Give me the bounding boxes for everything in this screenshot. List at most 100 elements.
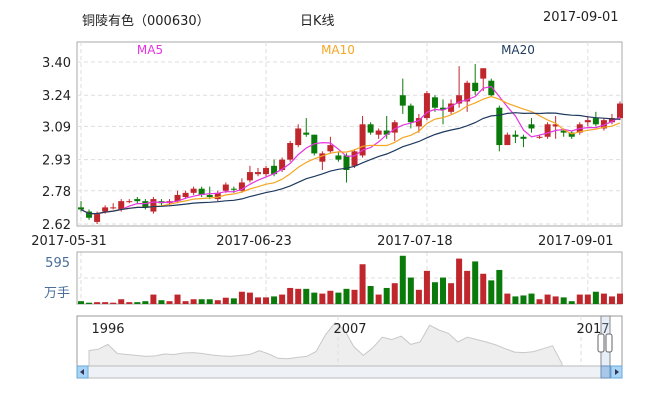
candle-body [512, 134, 519, 137]
y-tick-label: 3.24 [42, 89, 71, 104]
volume-bar [423, 270, 430, 304]
volume-bar [102, 302, 109, 304]
ma-line-ma20 [80, 112, 621, 215]
candle-body [86, 211, 93, 218]
volume-bar [456, 258, 463, 304]
volume-bar [279, 294, 286, 304]
candle-body [190, 188, 197, 193]
y-tick-label: 2.93 [42, 154, 71, 169]
candle-body [488, 80, 495, 96]
candle-body [110, 207, 117, 209]
candle-body [182, 192, 189, 197]
candle-body [327, 145, 334, 152]
ma-line-ma10 [80, 95, 621, 215]
candle-body [520, 136, 527, 139]
navigator-handle-right [605, 333, 613, 353]
candle-body [367, 124, 374, 133]
candle-body [617, 103, 623, 119]
candle-body [359, 124, 366, 156]
ma-line-ma5 [80, 85, 621, 215]
arrow-right-icon [615, 369, 619, 375]
volume-bar [576, 294, 583, 304]
volume-bar [158, 300, 165, 304]
volume-max-label: 595 [45, 256, 70, 271]
scrollbar-thumb[interactable] [600, 365, 611, 379]
navigator-year-label: 2007 [333, 322, 366, 337]
legend-ma10: MA10 [321, 43, 355, 57]
volume-bar [142, 301, 149, 304]
volume-bar [464, 270, 471, 304]
volume-bar [440, 277, 447, 304]
candle-body [126, 201, 133, 203]
candle-body [343, 155, 350, 170]
candle-body [351, 151, 358, 166]
candle-body [431, 97, 438, 108]
volume-bar [150, 294, 157, 304]
candle-body [464, 82, 471, 102]
candle-body [608, 118, 615, 123]
volume-bar [608, 296, 615, 304]
volume-bar [512, 296, 519, 304]
volume-bar [504, 293, 511, 304]
volume-bar [118, 299, 125, 304]
candle-body [150, 199, 157, 212]
volume-bar [480, 273, 487, 304]
candle-body [560, 130, 567, 133]
navigator-year-label: 1996 [91, 322, 124, 337]
candle-body [94, 213, 101, 222]
volume-bar [263, 297, 270, 304]
date-label: 2017-09-01 [543, 10, 619, 25]
volume-bar [367, 286, 374, 304]
volume-bar [134, 302, 141, 304]
volume-bar [327, 290, 334, 304]
candle-body [544, 124, 551, 137]
volume-bar [359, 264, 366, 304]
candle-body [536, 136, 543, 138]
candle-body [254, 172, 261, 175]
candle-body [319, 153, 326, 162]
volume-bar [415, 289, 422, 304]
price-panel [76, 41, 623, 227]
volume-bar [536, 299, 543, 304]
volume-bar [552, 296, 559, 304]
volume-bar [246, 292, 253, 304]
stock-title: 铜陵有色（000630） [82, 14, 210, 29]
volume-bar [319, 293, 326, 304]
candle-body [279, 159, 286, 170]
candle-body [303, 132, 310, 135]
volume-bar [343, 288, 350, 304]
candle-body [214, 192, 221, 200]
scrollbar-track [76, 365, 623, 379]
volume-bar [528, 293, 535, 304]
legend-ma20: MA20 [501, 43, 535, 57]
volume-bar [351, 289, 358, 304]
volume-bar [214, 300, 221, 304]
volume-bar [335, 292, 342, 304]
candle-body [295, 128, 302, 146]
candle-body [399, 95, 406, 106]
volume-bar [94, 302, 101, 304]
volume-bar [198, 299, 205, 304]
volume-bar [560, 297, 567, 304]
candle-body [118, 201, 125, 210]
candle-body [528, 124, 535, 129]
candle-body [391, 122, 398, 133]
candle-body [592, 118, 599, 125]
volume-bar [383, 287, 390, 304]
candle-body [383, 130, 390, 135]
candle-body [456, 95, 463, 104]
volume-bar [488, 280, 495, 304]
y-tick-label: 2.62 [42, 218, 71, 233]
volume-bar [254, 297, 261, 304]
candle-body [568, 132, 575, 137]
volume-bar [206, 299, 213, 304]
candle-body [263, 167, 270, 175]
volume-bar [584, 294, 591, 304]
candle-body [230, 188, 237, 190]
volume-bar [520, 295, 527, 304]
volume-bar [182, 301, 189, 304]
candle-body [504, 134, 511, 146]
candle-body [440, 107, 447, 110]
volume-bar [375, 294, 382, 304]
